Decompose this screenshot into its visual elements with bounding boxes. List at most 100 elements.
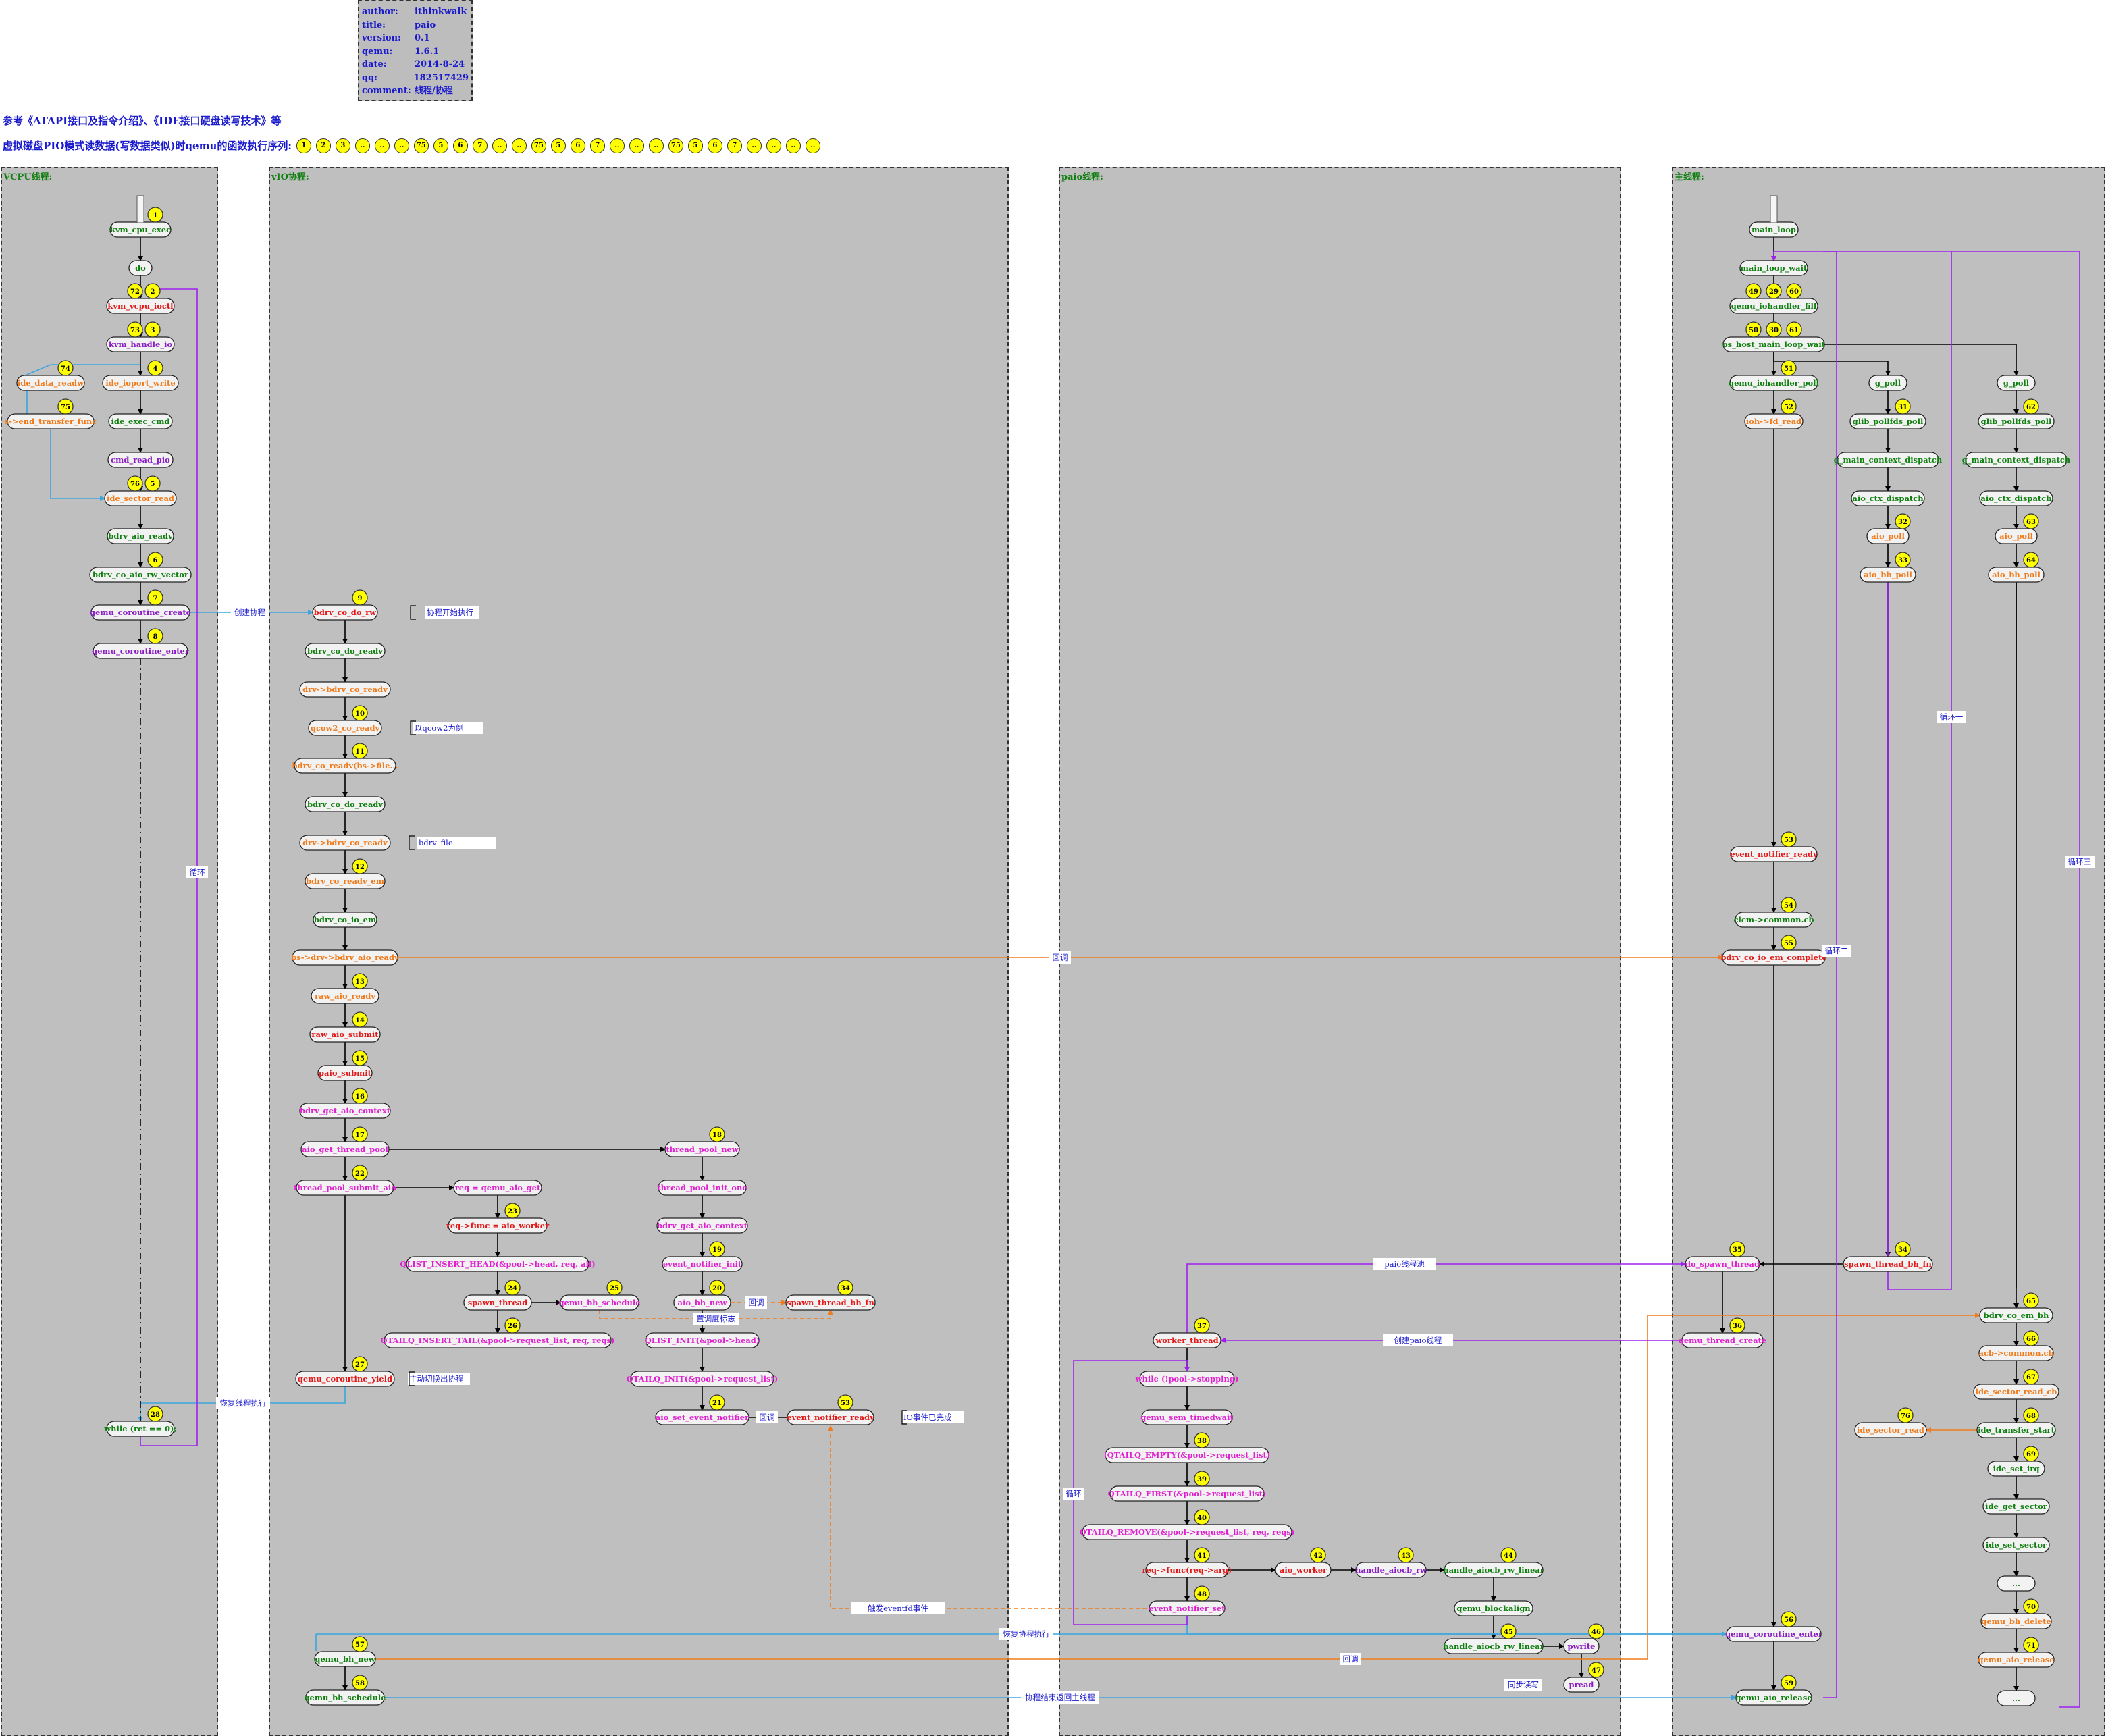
step-badge-number: 38 bbox=[1197, 1438, 1207, 1445]
edge-101 bbox=[1186, 1616, 1727, 1637]
node-kvm-cpu-exec: kvm_cpu_exec 1 bbox=[109, 207, 172, 238]
label-text: bdrv_file bbox=[419, 838, 453, 847]
node-qtailq-init: QTAILQ_INIT(&pool->request_list) bbox=[627, 1371, 778, 1387]
node-box bbox=[1982, 1537, 2050, 1553]
step-badge: 17 bbox=[352, 1126, 368, 1142]
node-label: bdrv_co_do_readv bbox=[307, 646, 383, 656]
node-ide-set-sector: ide_set_sector bbox=[1982, 1537, 2050, 1553]
node-box bbox=[305, 796, 386, 812]
node-aio-ctx-dispatch-a: aio_ctx_dispatch bbox=[1851, 490, 1925, 506]
node-aio-worker: aio_worker 42 bbox=[1275, 1547, 1332, 1578]
node-box bbox=[299, 1103, 391, 1119]
sequence-row: 虚拟磁盘PIO模式读数据(写数据类似)时qemu的函数执行序列: 1 2 3....… bbox=[3, 138, 820, 153]
label-schedule-mark: 置调度标志 bbox=[693, 1313, 739, 1325]
sequence-badge: .. bbox=[648, 138, 664, 153]
node-label: do_spawn_thread bbox=[1685, 1259, 1760, 1269]
node-label: main_loop bbox=[1752, 225, 1796, 235]
step-badge-number: 50 bbox=[1749, 327, 1758, 334]
node-label: drv->bdrv_co_readv bbox=[302, 838, 388, 848]
step-badge: 4 bbox=[147, 360, 163, 376]
step-badge-number: 14 bbox=[355, 1017, 365, 1024]
node-label: paio_submit bbox=[319, 1068, 372, 1078]
node-box bbox=[317, 1065, 373, 1081]
step-badge: 13 bbox=[352, 973, 368, 989]
label-text: 循环 bbox=[1066, 1489, 1082, 1498]
node-qemu-iohandler-poll: qemu_iohandler_poll 51 bbox=[1729, 360, 1820, 391]
node-label: ide_get_sector bbox=[1985, 1502, 2048, 1512]
start-marker bbox=[1770, 195, 1778, 223]
node-label: ide_sector_read bbox=[107, 494, 174, 504]
node-box bbox=[296, 1180, 394, 1196]
step-badge-number: 12 bbox=[355, 864, 365, 871]
step-badge: 15 bbox=[352, 1050, 368, 1066]
node-box bbox=[305, 873, 386, 889]
node-aio-bh-poll-b: aio_bh_poll 64 bbox=[1988, 552, 2045, 583]
node-label: glib_pollfds_poll bbox=[1853, 417, 1924, 427]
edge-112 bbox=[1771, 251, 1837, 1698]
node-box bbox=[89, 567, 192, 583]
node-ide-sector-read: ide_sector_read 5 76 bbox=[104, 475, 177, 506]
node-qemu-aio-release: qemu_aio_release 59 bbox=[1735, 1675, 1812, 1706]
node-ide-sector-read2: ide_sector_read 76 bbox=[1854, 1407, 1927, 1438]
node-box bbox=[107, 452, 174, 468]
node-spawn-thread-bh-fn: spawn_thread_bh_fn 34 bbox=[785, 1280, 876, 1311]
node-label: aio_poll bbox=[1999, 531, 2033, 542]
node-label: QLIST_INSERT_HEAD(&pool->head, req, all) bbox=[400, 1259, 595, 1269]
node-box bbox=[673, 1294, 731, 1311]
node-label: QTAILQ_REMOVE(&pool->request_list, req, … bbox=[1080, 1527, 1295, 1537]
step-badge: 16 bbox=[352, 1088, 368, 1104]
node-box bbox=[406, 1256, 589, 1272]
node-bdrv-co-em-bh: bdrv_co_em_bh 65 bbox=[1979, 1292, 2053, 1323]
step-badge: 36 bbox=[1729, 1317, 1745, 1334]
step-badge: 51 bbox=[1781, 360, 1797, 376]
step-badge-number: 45 bbox=[1504, 1629, 1513, 1636]
step-badge-number: 56 bbox=[1784, 1616, 1793, 1624]
step-badge-number: 40 bbox=[1197, 1515, 1207, 1522]
edge-108 bbox=[828, 1425, 1187, 1609]
node-box bbox=[1149, 1600, 1226, 1616]
node-ide-transfer-start: ide_transfer_start 68 bbox=[1976, 1407, 2056, 1438]
node-label: ... bbox=[2012, 1579, 2020, 1588]
node-box bbox=[1563, 1638, 1600, 1654]
node-label: aio_bh_poll bbox=[1864, 570, 1912, 580]
node-qemu-coroutine-enter: qemu_coroutine_enter 8 bbox=[92, 628, 190, 659]
label-take-qcow2: 以qcow2为例 bbox=[413, 722, 483, 734]
label-text: 主动切换出协程 bbox=[409, 1374, 464, 1384]
info-key: qemu: bbox=[362, 46, 393, 57]
node-cmd-read-pio: cmd_read_pio bbox=[107, 452, 174, 468]
label-loop-three: 循环三 bbox=[2065, 856, 2095, 868]
label-text: 协程开始执行 bbox=[427, 608, 473, 617]
node-label: QTAILQ_FIRST(&pool->request_list) bbox=[1108, 1489, 1267, 1499]
node-label: ide_transfer_start bbox=[1978, 1425, 2055, 1436]
node-ide-sector-read-cb: ide_sector_read_cb 67 bbox=[1973, 1369, 2059, 1400]
step-badge-number: 46 bbox=[1591, 1629, 1601, 1636]
step-badge: 18 bbox=[709, 1126, 725, 1142]
node-label: cmd_read_pio bbox=[111, 455, 170, 465]
label-resume-coroutine: 恢复协程执行 bbox=[999, 1628, 1053, 1640]
step-badge: 48 bbox=[1194, 1585, 1210, 1602]
step-badge-number: 71 bbox=[2026, 1642, 2036, 1650]
node-label: qemu_coroutine_create bbox=[90, 608, 191, 618]
node-qemu-bh-delete: qemu_bh_delete 70 bbox=[1980, 1598, 2052, 1629]
step-badge-number: 65 bbox=[2026, 1298, 2036, 1305]
step-badge: 74 bbox=[57, 360, 74, 376]
node-label: aio_get_thread_pool bbox=[302, 1145, 388, 1155]
step-badge-number: 62 bbox=[2026, 404, 2036, 411]
step-badge-number: 52 bbox=[1784, 404, 1793, 411]
node-bdrv-co-aio-rw-vector: bdrv_co_aio_rw_vector 6 bbox=[89, 552, 192, 583]
node-label: os_host_main_loop_wait bbox=[1722, 340, 1826, 350]
node-box bbox=[1997, 1575, 2036, 1592]
node-label: g_main_context_dispatch bbox=[1962, 455, 2071, 465]
node-box bbox=[1854, 1422, 1927, 1438]
node-label: clcm->common.cb bbox=[1733, 915, 1814, 924]
node-label: drv->bdrv_co_readv bbox=[302, 685, 388, 695]
node-box bbox=[1735, 1689, 1812, 1706]
node-label: qemu_bh_schedule bbox=[558, 1298, 640, 1308]
node-qtailq-remove: QTAILQ_REMOVE(&pool->request_list, req, … bbox=[1080, 1509, 1295, 1540]
node-box bbox=[1980, 1613, 2052, 1629]
node-main-loop-wait: main_loop_wait bbox=[1739, 260, 1808, 276]
node-box bbox=[1979, 1307, 2053, 1323]
node-box bbox=[93, 643, 188, 659]
node-aio-set-event-notifier: aio_set_event_notifier 21 bbox=[655, 1394, 749, 1425]
